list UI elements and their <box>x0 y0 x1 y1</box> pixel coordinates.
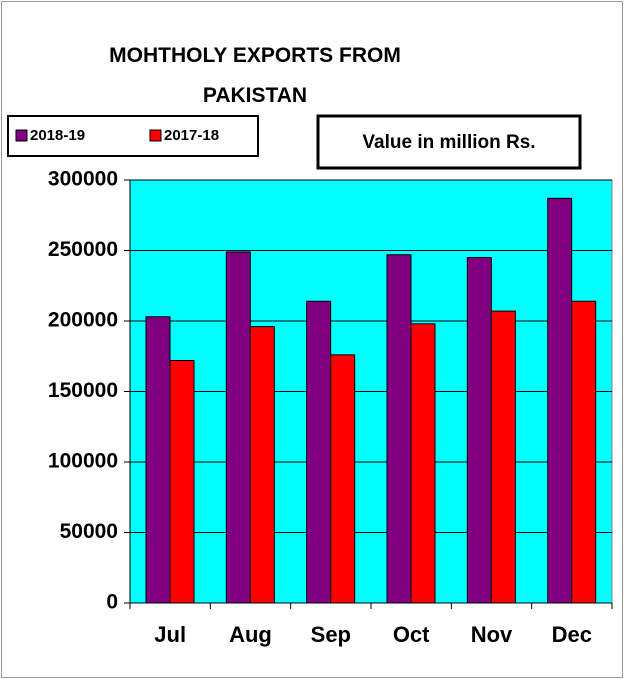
bar <box>571 300 597 604</box>
bar <box>330 354 356 604</box>
bar <box>386 254 412 604</box>
y-tick-label: 100000 <box>48 450 118 473</box>
legend-swatch <box>149 129 162 142</box>
bar <box>249 326 275 604</box>
legend-swatch <box>15 129 28 142</box>
x-tick-label: Sep <box>311 622 351 647</box>
bar <box>410 323 436 604</box>
annotation: Value in million Rs. <box>362 132 535 153</box>
bar <box>225 251 251 604</box>
legend-box <box>7 115 259 157</box>
x-tick-label: Nov <box>471 622 513 647</box>
y-tick-label: 300000 <box>48 168 118 191</box>
legend-label: 2017-18 <box>164 127 219 144</box>
annotation-box <box>316 114 582 170</box>
x-tick-label: Aug <box>229 622 272 647</box>
legend-label: 2018-19 <box>30 127 85 144</box>
x-tick-label: Oct <box>393 622 430 647</box>
y-tick-label: 0 <box>106 591 118 614</box>
x-tick-label: Jul <box>154 622 186 647</box>
y-tick-label: 200000 <box>48 309 118 332</box>
bar <box>145 316 171 604</box>
y-tick-label: 250000 <box>48 238 118 261</box>
bar <box>466 257 492 604</box>
y-tick-label: 150000 <box>48 379 118 402</box>
bar <box>306 300 332 604</box>
bar <box>169 359 195 604</box>
chart-title: MOHTHOLY EXPORTS FROM PAKISTAN <box>109 44 401 107</box>
bar <box>547 197 573 604</box>
y-tick-label: 50000 <box>60 520 118 543</box>
x-tick-label: Dec <box>552 622 592 647</box>
bar <box>490 310 516 604</box>
